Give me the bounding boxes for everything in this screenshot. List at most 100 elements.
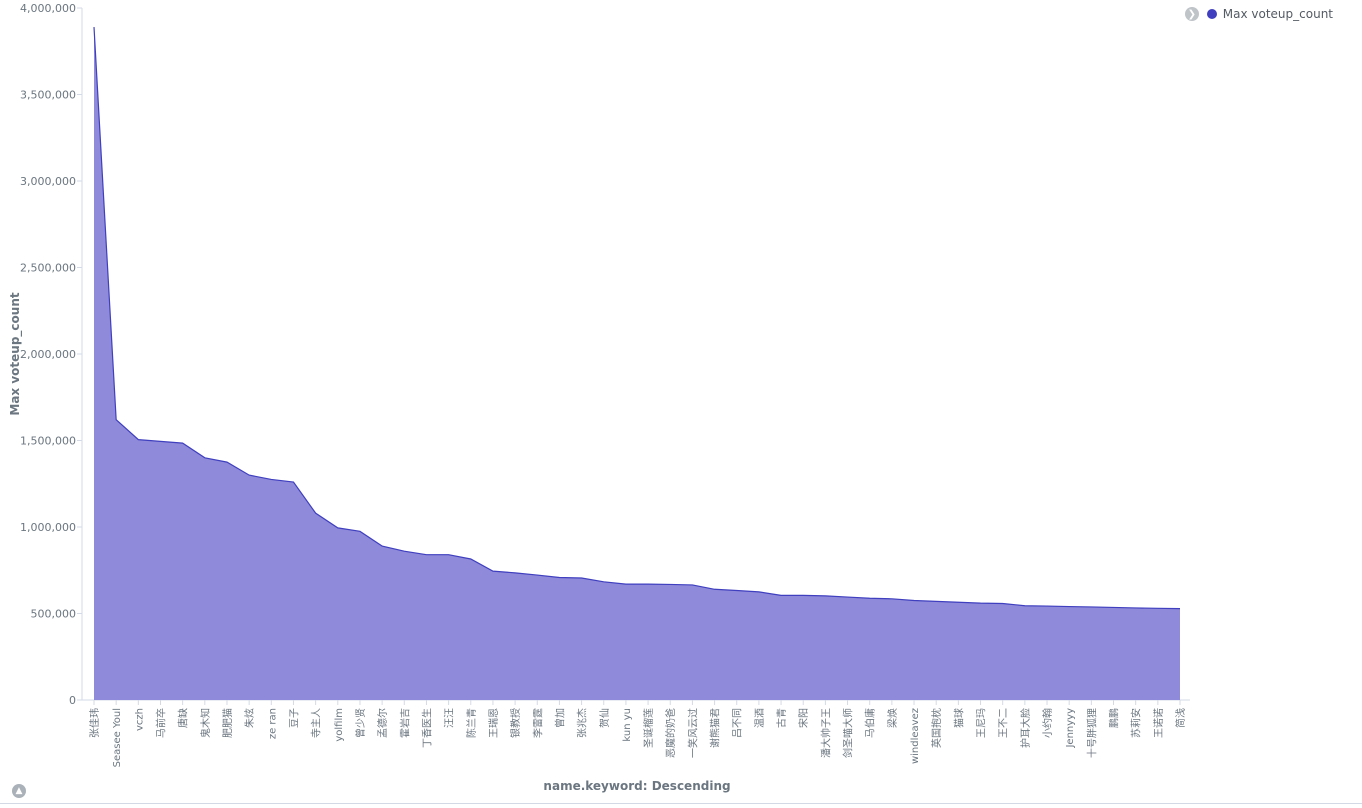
data-point[interactable]	[513, 571, 517, 575]
x-tick-label: vczh	[134, 708, 145, 731]
data-point[interactable]	[1023, 604, 1027, 608]
data-point[interactable]	[823, 594, 827, 598]
data-point[interactable]	[402, 549, 406, 553]
data-point[interactable]	[291, 480, 295, 484]
data-point[interactable]	[336, 526, 340, 530]
data-point[interactable]	[136, 438, 140, 442]
x-tick-label: 一笑风云过	[686, 708, 699, 758]
data-point[interactable]	[757, 590, 761, 594]
data-point[interactable]	[491, 569, 495, 573]
x-tick-label: 小约翰	[1041, 708, 1054, 738]
x-tick-label: 唐缺	[177, 708, 190, 728]
data-point[interactable]	[713, 587, 717, 591]
y-tick-label: 3,000,000	[20, 175, 76, 188]
data-point[interactable]	[934, 599, 938, 603]
data-point[interactable]	[912, 599, 916, 603]
data-point[interactable]	[1089, 605, 1093, 609]
data-point[interactable]	[1045, 604, 1049, 608]
x-tick-label: 马伯庸	[864, 708, 877, 738]
chevron-right-icon[interactable]: ❯	[1184, 7, 1199, 21]
data-point[interactable]	[580, 576, 584, 580]
x-axis-title: name.keyword: Descending	[543, 779, 730, 793]
legend-label[interactable]: Max voteup_count	[1222, 7, 1333, 21]
data-point[interactable]	[979, 601, 983, 605]
series-line	[93, 26, 1181, 610]
data-point[interactable]	[646, 582, 650, 586]
x-tick-label: 王尼玛	[976, 708, 988, 738]
x-axis: 张佳玮 Seasee Youl vczh 马前卒 唐缺 鬼木知 肥肥猫 朱炫 ze ran 豆子寺…	[82, 699, 1190, 767]
data-point[interactable]	[956, 600, 960, 604]
x-tick-label: 鬼木知	[199, 708, 212, 738]
data-point[interactable]	[358, 529, 362, 533]
x-tick-label: 王瑞恩	[488, 708, 500, 738]
data-point[interactable]	[624, 582, 628, 586]
data-point[interactable]	[846, 595, 850, 599]
data-point[interactable]	[181, 441, 185, 445]
x-tick-label: 谢熊猫君	[709, 708, 722, 748]
legend-swatch[interactable]	[1206, 9, 1217, 19]
data-point[interactable]	[735, 588, 739, 592]
data-point[interactable]	[269, 477, 273, 481]
x-tick-label: 丁香医生	[420, 708, 433, 748]
data-point[interactable]	[424, 553, 428, 557]
x-tick-label: 豆子	[288, 708, 300, 728]
x-tick-label: yolfilm	[334, 708, 345, 742]
series-area[interactable]	[94, 27, 1180, 700]
x-tick-label: 银教授	[509, 708, 522, 738]
data-point[interactable]	[158, 439, 162, 443]
y-tick-label: 500,000	[31, 608, 77, 621]
x-tick-label: Jennyyy	[1065, 708, 1076, 749]
data-point[interactable]	[1178, 607, 1182, 611]
data-point[interactable]	[557, 576, 561, 580]
y-tick-label: 4,000,000	[20, 2, 76, 15]
x-tick-label: 吕不同	[732, 708, 744, 738]
data-point[interactable]	[1156, 606, 1160, 610]
data-point[interactable]	[890, 597, 894, 601]
data-point[interactable]	[447, 553, 451, 557]
y-tick-label: 2,500,000	[20, 262, 76, 275]
x-tick-label: 汪汪	[444, 708, 456, 728]
data-point[interactable]	[779, 593, 783, 597]
data-point[interactable]	[92, 25, 96, 29]
data-point[interactable]	[380, 544, 384, 548]
x-tick-label: 马前卒	[154, 708, 167, 738]
y-tick-label: 0	[69, 694, 76, 707]
x-tick-label: Seasee Youl	[112, 708, 123, 767]
x-tick-label: 朱炫	[243, 708, 256, 728]
data-point[interactable]	[801, 593, 805, 597]
data-point[interactable]	[203, 456, 207, 460]
data-point[interactable]	[668, 582, 672, 586]
x-tick-label: windleavez	[910, 708, 921, 764]
data-point[interactable]	[247, 473, 251, 477]
y-axis-title: Max voteup_count	[8, 292, 23, 415]
x-tick-label: 李雷霆	[531, 708, 544, 738]
x-tick-label: 贺仙	[598, 708, 611, 728]
x-tick-label: 肥肥猫	[221, 708, 234, 738]
x-tick-label: 霍岩吉	[398, 708, 411, 738]
x-tick-label: 苏莉安	[1130, 708, 1143, 738]
data-point[interactable]	[602, 580, 606, 584]
data-point[interactable]	[1112, 605, 1116, 609]
x-tick-label: 恶魔的奶爸	[664, 708, 677, 758]
data-point[interactable]	[1067, 605, 1071, 609]
x-tick-label: 梁焕	[886, 708, 899, 728]
y-axis: 0 500,000 1,000,000 1,500,000 2,000,000 2,500…	[20, 2, 83, 707]
x-tick-label: 张佳玮	[88, 708, 101, 738]
data-point[interactable]	[469, 557, 473, 561]
chevron-up-icon[interactable]: ▲	[12, 784, 26, 798]
data-point[interactable]	[1001, 601, 1005, 605]
x-tick-label: 曾加	[553, 708, 566, 728]
data-point[interactable]	[868, 596, 872, 600]
data-point[interactable]	[225, 460, 229, 464]
data-point[interactable]	[690, 583, 694, 587]
data-point[interactable]	[314, 511, 318, 515]
x-tick-label: 曾少贤	[354, 708, 367, 738]
y-tick-label: 2,000,000	[20, 348, 76, 361]
data-point[interactable]	[114, 418, 118, 422]
x-tick-label: 十号胖狐狸	[1085, 708, 1098, 758]
data-point[interactable]	[535, 573, 539, 577]
x-tick-label: 护耳大脸	[1019, 708, 1032, 748]
data-point[interactable]	[1134, 606, 1138, 610]
x-tick-label: 简浅	[1174, 708, 1187, 728]
